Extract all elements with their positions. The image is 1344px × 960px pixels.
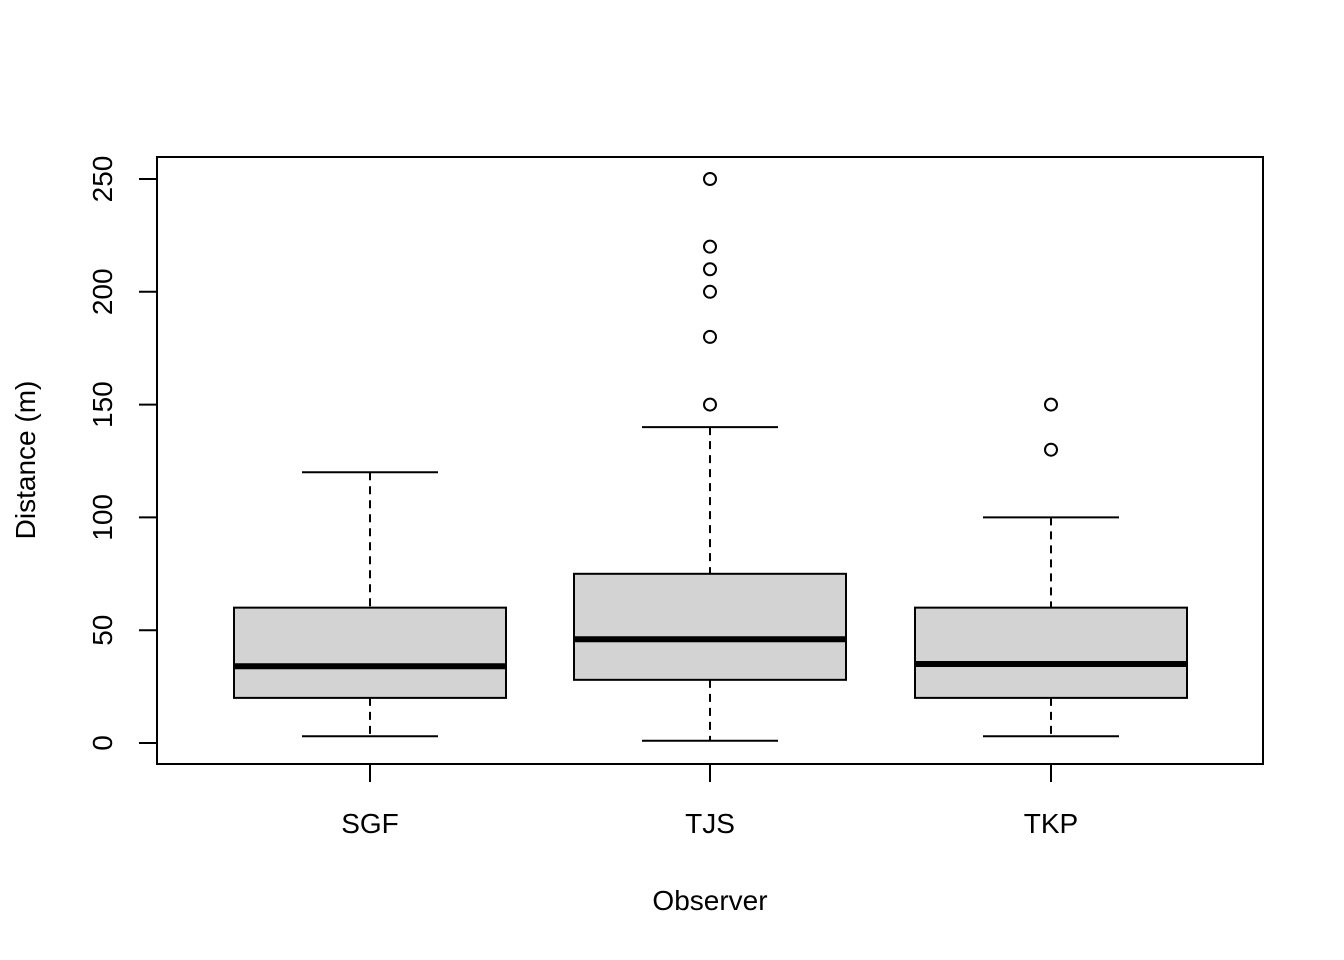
x-tick-label: TJS (685, 808, 735, 839)
iqr-box (573, 572, 847, 681)
x-axis-label: Observer (652, 885, 767, 916)
y-tick-label: 250 (87, 156, 118, 203)
boxes (233, 172, 1188, 742)
outlier-point (703, 397, 717, 412)
outlier-point (703, 262, 717, 277)
outlier-point (1044, 442, 1058, 457)
outlier-point (703, 172, 717, 186)
outlier-point (703, 239, 717, 254)
x-tick-label: TKP (1024, 808, 1078, 839)
box-sgf (233, 471, 507, 738)
y-axis-label: Distance (m) (10, 381, 41, 540)
iqr-box (233, 606, 507, 699)
x-tick-label: SGF (341, 808, 399, 839)
y-tick-label: 200 (87, 268, 118, 315)
x-axis: SGF TJS TKP (341, 764, 1078, 839)
iqr-box (914, 606, 1188, 699)
box-tkp (914, 397, 1188, 738)
outlier-point (1044, 397, 1058, 412)
outlier-point (703, 284, 717, 299)
outlier-point (703, 329, 717, 344)
y-tick-label: 100 (87, 494, 118, 541)
y-tick-label: 150 (87, 381, 118, 428)
y-tick-label: 0 (87, 735, 118, 751)
y-axis: 0 50 100 150 200 250 (87, 156, 157, 751)
box-tjs (573, 172, 847, 742)
y-tick-label: 50 (87, 615, 118, 646)
